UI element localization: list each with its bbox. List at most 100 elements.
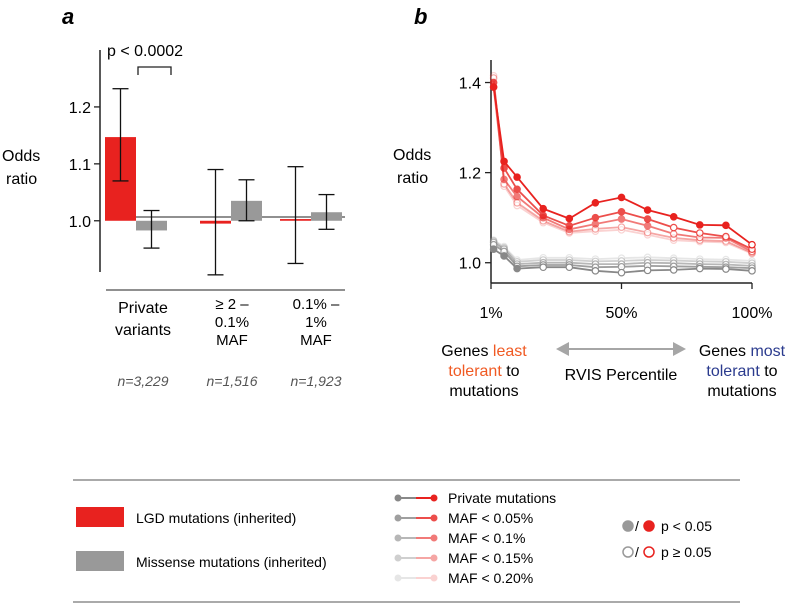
legend-label: Missense mutations (inherited) [136, 554, 327, 570]
sig-separator: / [635, 518, 639, 534]
point-lgd [643, 230, 652, 239]
most-note-pre: Genes [699, 343, 751, 360]
point-missense [748, 267, 756, 275]
series-missense [489, 245, 756, 277]
point-lgd [669, 223, 678, 232]
point-lgd [513, 185, 521, 194]
most-tolerant-line-2: tolerant to [706, 363, 777, 380]
point-lgd [591, 213, 600, 222]
point-lgd [500, 157, 508, 166]
point-missense [539, 263, 548, 272]
least-tolerant-line-2: tolerant to [448, 363, 519, 380]
point-lgd [591, 220, 600, 228]
legend-line-label: MAF < 0.20% [448, 570, 533, 586]
point-lgd [565, 221, 574, 230]
panel-b-ylabel-1: Odds [393, 147, 431, 164]
point-missense [669, 266, 678, 274]
point-lgd [500, 164, 508, 172]
least-tolerant-line-1: Genes least [441, 343, 527, 360]
point-lgd [643, 228, 652, 237]
panel-b-label: b [414, 4, 427, 29]
point-lgd [669, 230, 678, 238]
sig-dot-grey [622, 546, 634, 558]
point-lgd [500, 175, 508, 184]
legend-dot-red [430, 574, 438, 582]
series-line-missense [493, 240, 753, 265]
panel-a-bars [105, 137, 342, 231]
point-lgd [669, 212, 678, 221]
most-tolerant-line-1: Genes most [699, 343, 786, 360]
legend-swatch [76, 551, 124, 571]
series-line-lgd [492, 77, 753, 254]
panel-a-ytick-label: 1.2 [69, 100, 91, 117]
series-lgd [489, 83, 756, 249]
sig-label: p ≥ 0.05 [661, 544, 712, 560]
point-lgd [722, 232, 730, 241]
panel-a-label: a [62, 4, 74, 29]
rvis-arrow-left-head [556, 342, 569, 356]
legend-bars: LGD mutations (inherited) Missense mutati… [76, 507, 327, 571]
most-note-post3: mutations [707, 383, 776, 400]
point-missense [617, 268, 626, 277]
most-note-highlight: most [750, 343, 785, 360]
point-missense [591, 267, 600, 275]
point-missense [565, 263, 574, 272]
sig-dot-grey [622, 520, 634, 532]
panel-b-yticks: 1.0 1.2 1.4 [459, 76, 491, 273]
point-lgd [513, 192, 521, 201]
series-line-lgd [492, 82, 753, 251]
rvis-xlabel: RVIS Percentile [565, 367, 678, 384]
point-missense [695, 264, 704, 273]
point-lgd [513, 173, 521, 181]
category-label-line: 0.1% [215, 314, 249, 331]
panel-a-ylabel-2: ratio [6, 171, 37, 188]
panel-b-ylabel-2: ratio [397, 170, 428, 187]
point-lgd [539, 204, 548, 213]
series-line-lgd [492, 75, 753, 255]
point-missense [513, 264, 521, 273]
legend-line-label: Private mutations [448, 490, 556, 506]
series-line-missense [493, 239, 753, 262]
panel-b: b Odds ratio 1.0 1.2 1.4 1% 50% 100% RVIS Pe… [393, 4, 786, 400]
series-lgd [489, 74, 756, 257]
least-note-highlight-2: tolerant [448, 363, 502, 380]
panel-b-xtick-label: 100% [732, 305, 773, 322]
point-missense [643, 266, 652, 275]
category-label-line: ≥ 2 – [215, 296, 249, 313]
legend-swatch [76, 507, 124, 527]
legend-dot-grey [394, 514, 402, 522]
panel-b-ytick-label: 1.0 [459, 256, 481, 273]
series-lgd [489, 71, 756, 258]
least-note-post3: mutations [449, 383, 518, 400]
category-label-line: 0.1% – [293, 296, 340, 313]
point-lgd [617, 226, 626, 234]
panel-a-ytick-label: 1.0 [69, 214, 91, 231]
point-lgd [695, 221, 704, 229]
legend-line-label: MAF < 0.15% [448, 550, 533, 566]
most-note-highlight-2: tolerant [706, 363, 760, 380]
point-lgd [591, 199, 600, 207]
least-note-post2: to [502, 363, 520, 380]
least-note-pre: Genes [441, 343, 493, 360]
point-missense [722, 265, 730, 273]
panel-a: a Odds ratio 1.0 1.1 1.2 p < 0.0002 Privat… [2, 4, 345, 389]
panel-a-yticks: 1.0 1.1 1.2 [69, 100, 100, 231]
point-missense [489, 245, 498, 254]
panel-b-series [489, 71, 756, 277]
point-lgd [489, 83, 498, 91]
legend-dot-grey [394, 574, 402, 582]
category-count: n=3,229 [118, 373, 169, 389]
legend-dot-grey [394, 534, 402, 542]
legend-dot-red [430, 514, 438, 522]
significance-label: p < 0.0002 [107, 43, 183, 60]
point-lgd [617, 215, 626, 223]
category-label-line: MAF [216, 332, 248, 349]
point-lgd [643, 206, 652, 214]
legend-line-sample [394, 534, 438, 542]
sig-dot-red [643, 520, 655, 532]
point-lgd [695, 229, 704, 237]
point-lgd [617, 208, 626, 216]
point-lgd [539, 211, 548, 220]
category-count: n=1,923 [291, 373, 342, 389]
